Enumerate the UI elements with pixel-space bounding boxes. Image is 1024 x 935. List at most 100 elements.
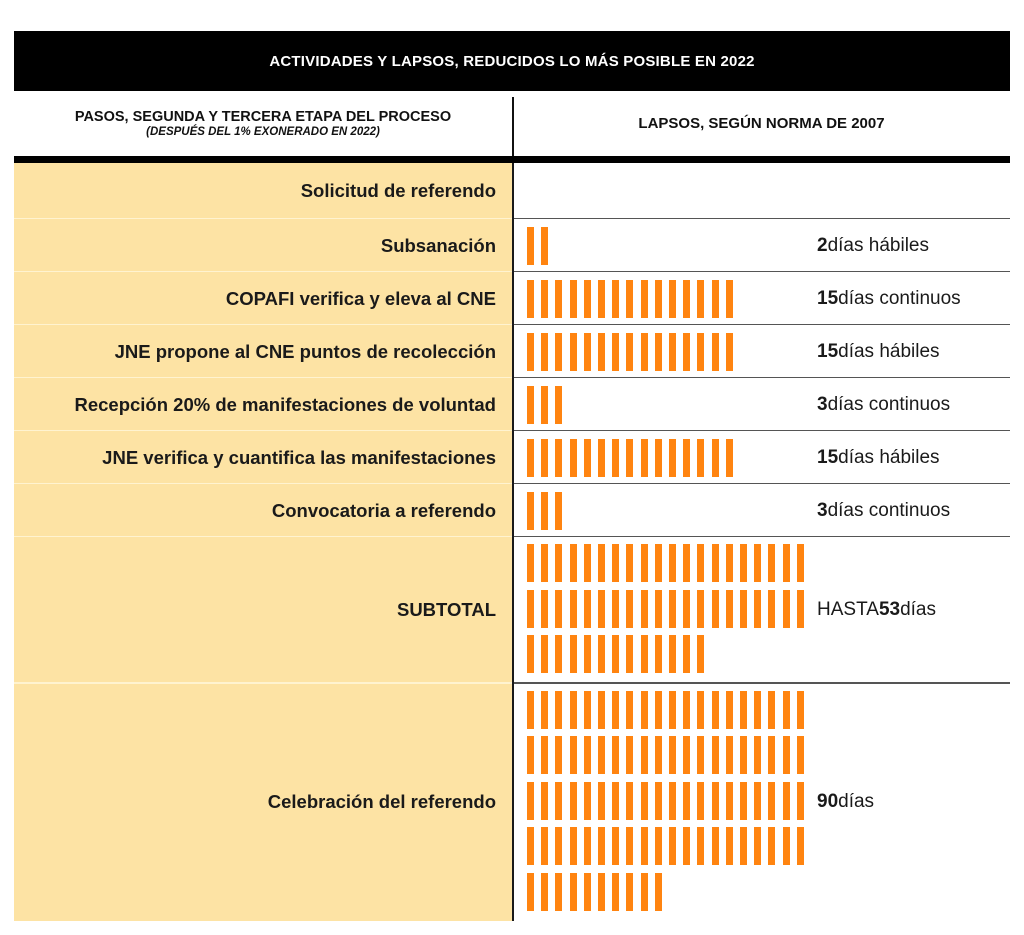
lapse-number: 53 <box>878 599 901 621</box>
day-bar <box>654 690 662 729</box>
day-bar <box>598 438 605 477</box>
day-bar <box>541 635 549 673</box>
row-divider-left <box>14 270 512 272</box>
day-bar <box>754 544 762 582</box>
day-bar <box>569 589 577 628</box>
day-bar <box>527 385 534 424</box>
day-bar <box>796 736 804 774</box>
day-bar <box>626 332 634 371</box>
day-bar <box>583 332 591 371</box>
day-bar <box>683 781 691 820</box>
lapse-number: 2 <box>817 234 828 256</box>
day-bar <box>725 690 733 729</box>
day-bar <box>598 544 605 582</box>
day-bar <box>725 736 733 774</box>
day-bar <box>527 332 534 371</box>
day-bar <box>612 635 620 673</box>
step-label: JNE verifica y cuantifica las manifestac… <box>102 446 496 468</box>
header-steps-title: PASOS, SEGUNDA Y TERCERA ETAPA DEL PROCE… <box>74 109 452 125</box>
day-bar <box>740 736 747 774</box>
day-bar <box>640 736 648 774</box>
day-bar <box>711 332 719 371</box>
day-bar <box>654 332 662 371</box>
day-bar <box>527 635 534 673</box>
table-row: JNE propone al CNE puntos de recolección… <box>14 325 1010 378</box>
day-bar <box>555 438 563 477</box>
day-bar <box>555 332 563 371</box>
day-bar <box>669 690 676 729</box>
day-bar <box>598 332 605 371</box>
day-bar <box>725 279 733 318</box>
day-bar <box>612 544 620 582</box>
lapse-value: 3 días continuos <box>817 378 950 431</box>
day-bar <box>583 736 591 774</box>
day-bar <box>541 226 549 265</box>
day-bar <box>626 279 634 318</box>
day-bar <box>626 544 634 582</box>
row-divider-left <box>14 482 512 484</box>
day-bar <box>626 690 634 729</box>
day-bar <box>583 589 591 628</box>
day-bar <box>782 589 790 628</box>
day-bar <box>697 736 705 774</box>
lapse-value: 15 días hábiles <box>817 431 940 484</box>
day-bar <box>640 827 648 865</box>
day-bar <box>782 827 790 865</box>
day-bar <box>583 827 591 865</box>
day-bar <box>654 736 662 774</box>
day-bar <box>626 438 634 477</box>
day-bar <box>612 332 620 371</box>
day-bar <box>569 690 577 729</box>
day-bar <box>768 781 776 820</box>
day-bar <box>740 827 747 865</box>
day-bar <box>683 279 691 318</box>
day-bar <box>683 438 691 477</box>
day-bar <box>754 781 762 820</box>
header-lapses-title: LAPSOS, SEGÚN NORMA DE 2007 <box>638 115 885 132</box>
day-bar <box>683 690 691 729</box>
day-bar <box>697 827 705 865</box>
lapse-unit: días <box>900 599 936 621</box>
row-divider-left <box>14 376 512 378</box>
day-bar <box>669 332 676 371</box>
day-bar <box>569 872 577 911</box>
day-bar <box>683 635 691 673</box>
day-bar <box>697 438 705 477</box>
day-bar <box>626 635 634 673</box>
step-label: Subsanación <box>380 234 496 256</box>
day-bar <box>640 872 648 911</box>
header-rule <box>14 156 1010 163</box>
table-row: SUBTOTAL HASTA 53 días <box>14 537 1010 684</box>
day-bar <box>626 736 634 774</box>
day-bar <box>569 736 577 774</box>
day-bar <box>697 635 705 673</box>
day-bar <box>555 491 563 530</box>
day-bar <box>782 736 790 774</box>
day-bar <box>683 332 691 371</box>
day-bar <box>555 690 563 729</box>
day-bar <box>782 690 790 729</box>
row-divider <box>514 482 1010 484</box>
day-bar <box>527 827 534 865</box>
day-bar <box>569 279 577 318</box>
day-bar <box>725 827 733 865</box>
step-label: COPAFI verifica y eleva al CNE <box>225 287 496 309</box>
lapse-number: 90 <box>817 791 839 813</box>
row-divider <box>514 270 1010 272</box>
day-bar <box>782 781 790 820</box>
day-bar <box>697 279 705 318</box>
day-bar <box>598 690 605 729</box>
day-bar <box>555 781 563 820</box>
day-bar <box>725 332 733 371</box>
day-bar <box>754 589 762 628</box>
day-bar <box>683 736 691 774</box>
day-bar <box>796 827 804 865</box>
lapse-unit: días hábiles <box>838 446 940 468</box>
day-bar <box>569 438 577 477</box>
day-bar <box>796 690 804 729</box>
header-steps-subtitle: (DESPUÉS DEL 1% EXONERADO EN 2022) <box>146 126 380 138</box>
lapse-unit: días <box>838 791 875 813</box>
header-steps: PASOS, SEGUNDA Y TERCERA ETAPA DEL PROCE… <box>14 91 512 156</box>
day-bar <box>796 589 804 628</box>
day-bar <box>711 438 719 477</box>
